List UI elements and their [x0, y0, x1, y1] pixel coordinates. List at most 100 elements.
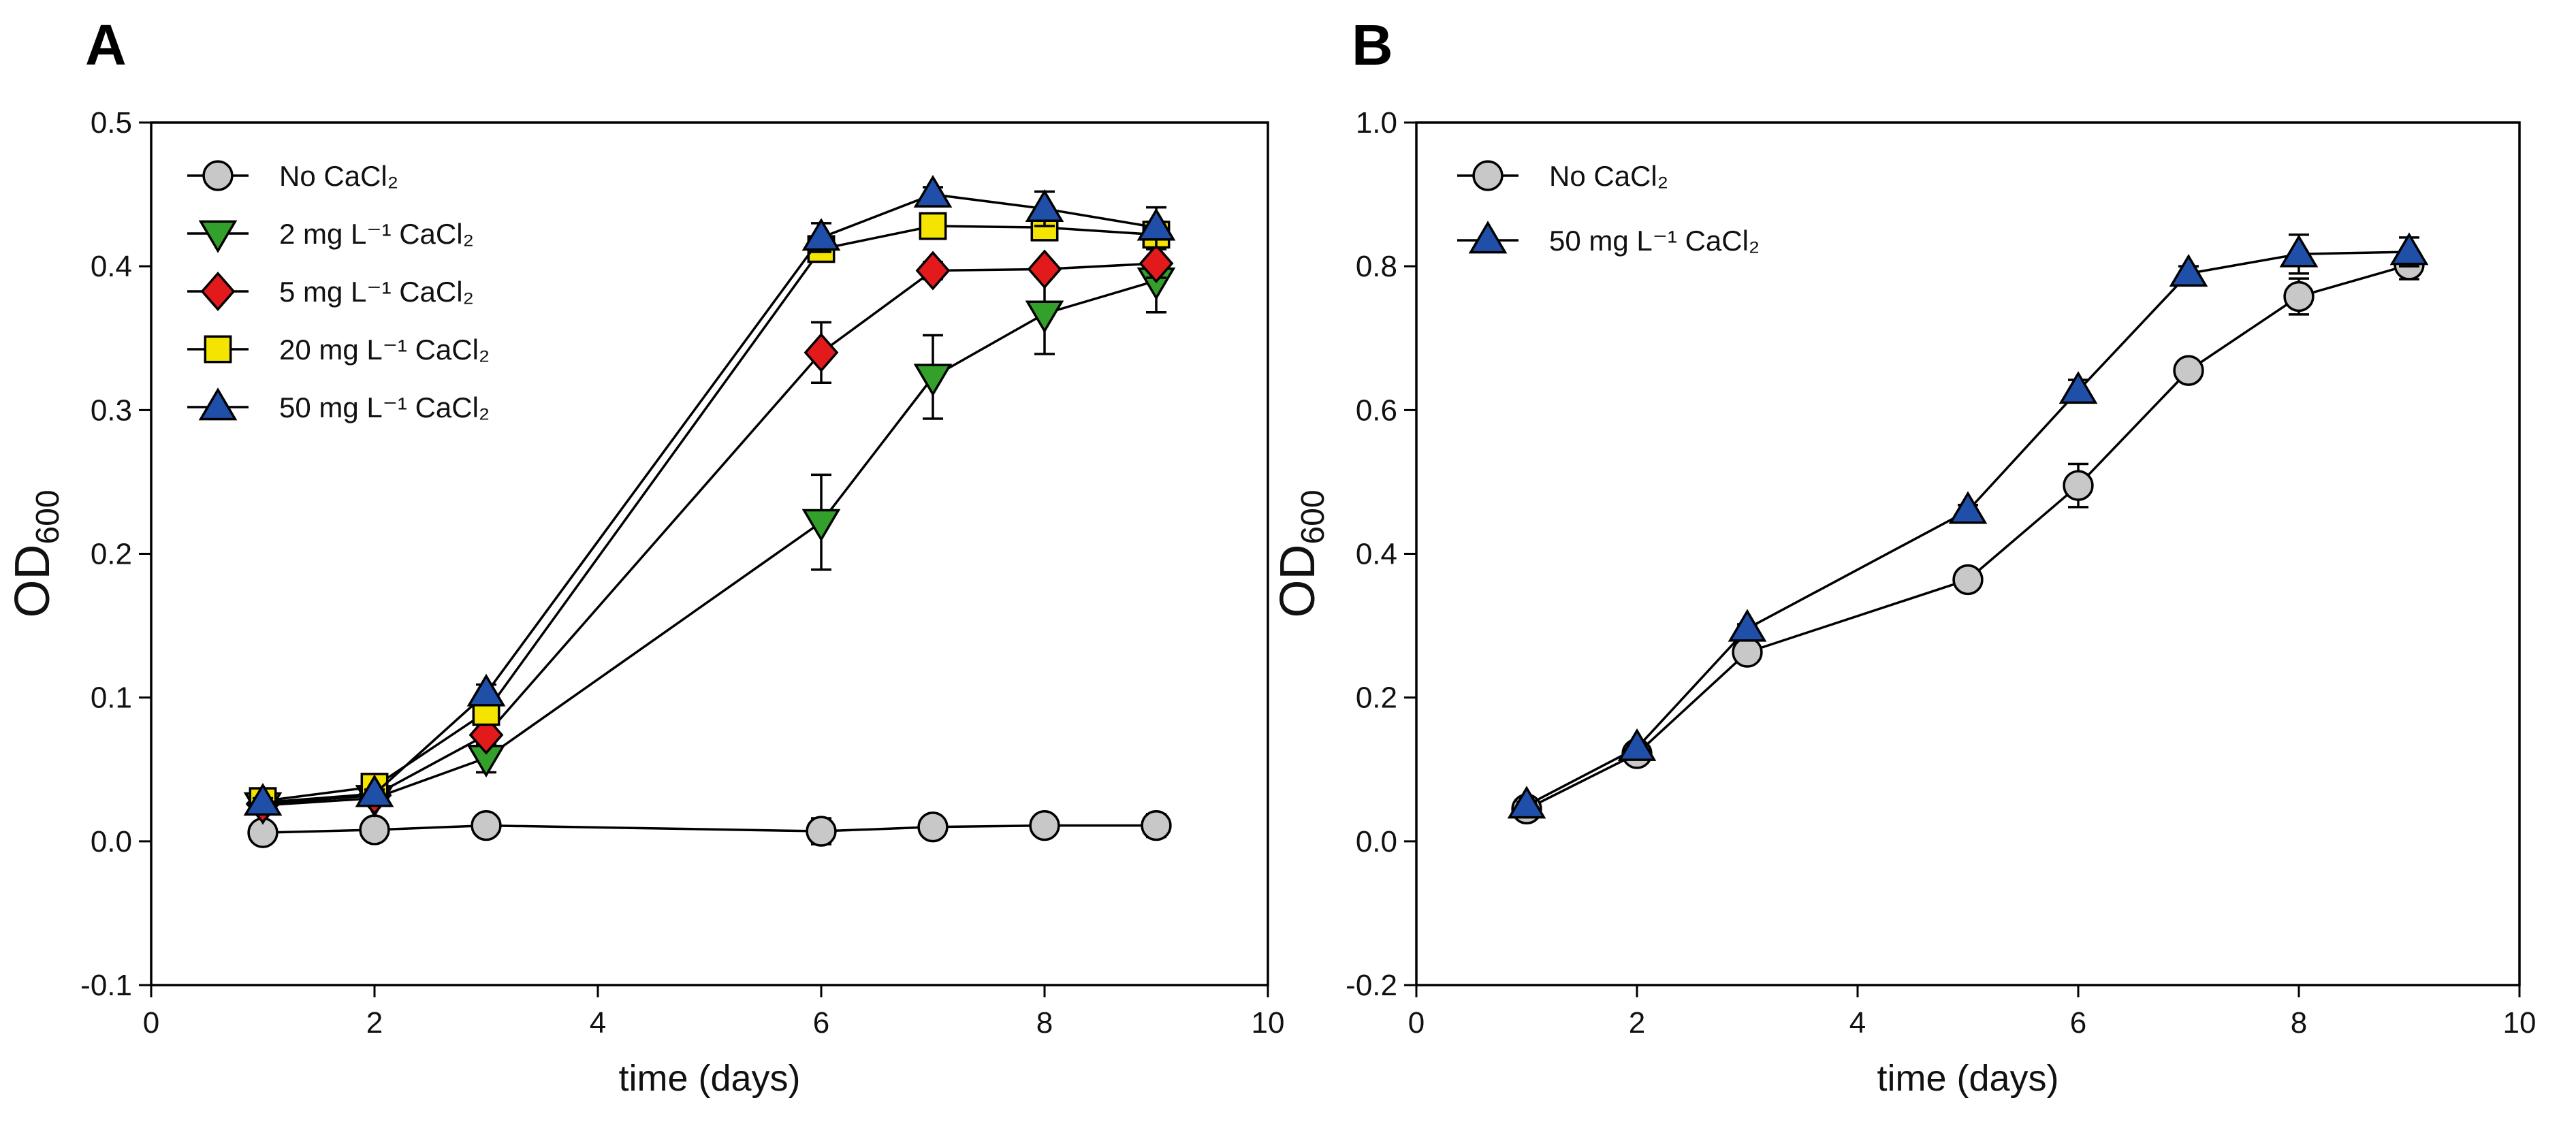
- panel-a-legend-item: 50 mg L⁻¹ CaCl₂: [187, 387, 490, 423]
- panel-a-data-point: [913, 174, 953, 208]
- panel-a-legend-label: No CaCl₂: [279, 160, 398, 192]
- panel-b-data-point: [1952, 564, 1984, 596]
- panel-a-series-4: [243, 174, 1176, 816]
- panel-b-data-point: [2283, 280, 2315, 312]
- panel-a-data-point: [1141, 809, 1172, 841]
- panel-b-series-0: [1511, 249, 2425, 824]
- panel-a-ylabel: OD600: [5, 489, 66, 617]
- panel-a-legend-marker: [202, 160, 234, 191]
- panel-a-data-point: [471, 809, 502, 841]
- panel-a-data-point: [243, 783, 283, 816]
- panel-a-data-point: [1029, 809, 1060, 841]
- panel-b-letter: B: [1352, 13, 1393, 77]
- panel-a-ylabel-main: OD: [5, 545, 60, 618]
- panel-b-ytick-label: 0.6: [1356, 393, 1397, 427]
- panel-a-data-point: [915, 251, 951, 291]
- panel-b-ytick-label: 0.0: [1356, 825, 1397, 858]
- panel-b-series-1: [1507, 232, 2429, 819]
- panel-a-data-point: [1136, 208, 1176, 241]
- panel-a-legend-item: 2 mg L⁻¹ CaCl₂: [187, 218, 474, 253]
- panel-a-xtick-label: 8: [1036, 1006, 1053, 1040]
- panel-a-series-line: [262, 824, 1156, 834]
- panel-b-xlabel: time (days): [1877, 1058, 2058, 1099]
- panel-b-data-point: [1948, 491, 1988, 524]
- panel-a-data-point: [468, 715, 504, 755]
- panel-a-legend-label: 20 mg L⁻¹ CaCl₂: [279, 334, 490, 366]
- panel-a-data-point: [1139, 243, 1174, 284]
- panel-b-xtick-label: 0: [1408, 1006, 1425, 1040]
- panel-a: A 0 2 4 6 8 10 -0.1 0.0 0.1 0.2 0.3 0.4 0.5 time (days…: [5, 13, 1284, 1099]
- panel-a-legend-marker: [198, 387, 238, 421]
- panel-b-ytick-label: 0.4: [1356, 538, 1397, 571]
- panel-b-ytick-label: 1.0: [1356, 106, 1397, 140]
- panel-a-data-point: [801, 509, 841, 542]
- panel-a-ylabel-sub: 600: [30, 489, 66, 544]
- panel-b-series-line: [1526, 251, 2410, 807]
- panel-a-ytick-label: 0.3: [91, 393, 132, 427]
- panel-a-data-point: [917, 811, 949, 843]
- panel-b-legend-label: No CaCl₂: [1549, 160, 1668, 192]
- panel-a-legend-marker: [204, 335, 232, 364]
- panel-b: B 0 2 4 6 8 10 -0.2 0.0 0.2 0.4 0.6 0.8 1.0 time (days…: [1271, 13, 2536, 1099]
- panel-a-legend-label: 50 mg L⁻¹ CaCl₂: [279, 391, 490, 423]
- panel-b-data-point: [1617, 728, 1657, 761]
- panel-b-xtick-label: 8: [2291, 1006, 2307, 1040]
- panel-a-legend-marker: [200, 271, 236, 312]
- panel-b-data-point: [2173, 355, 2204, 386]
- panel-a-legend-label: 2 mg L⁻¹ CaCl₂: [279, 218, 474, 250]
- panel-b-data-point: [2279, 234, 2319, 268]
- panel-b-xtick-label: 4: [1849, 1006, 1866, 1040]
- panel-a-xtick-label: 6: [813, 1006, 829, 1040]
- panel-b-xtick-label: 2: [1629, 1006, 1645, 1040]
- panel-a-ytick-label: 0.0: [91, 825, 132, 858]
- panel-a-data-point: [804, 332, 839, 372]
- panel-a-legend-marker: [198, 220, 238, 253]
- panel-a-ytick-label: -0.1: [80, 969, 132, 1002]
- panel-a-data-point: [806, 816, 837, 847]
- panel-b-data-point: [1728, 609, 1767, 642]
- panel-b-ytick-label: -0.2: [1346, 969, 1397, 1002]
- panel-b-legend: No CaCl₂ 50 mg L⁻¹ CaCl₂: [1457, 160, 1760, 257]
- panel-a-ytick-label: 0.4: [91, 250, 132, 283]
- panel-a-series-line: [262, 225, 1157, 803]
- panel-a-data-point: [359, 814, 390, 846]
- panel-b-data-point: [2058, 371, 2098, 404]
- panel-a-xtick-label: 4: [590, 1006, 606, 1040]
- panel-b-ylabel-main: OD: [1271, 545, 1325, 618]
- panel-a-ytick-label: 0.1: [91, 681, 132, 715]
- panel-a-xtick-label: 0: [143, 1006, 159, 1040]
- panel-a-legend-label: 5 mg L⁻¹ CaCl₂: [279, 276, 474, 308]
- panel-b-data-point: [1507, 786, 1546, 819]
- panel-b-legend-item: 50 mg L⁻¹ CaCl₂: [1457, 221, 1760, 257]
- panel-a-legend-item: No CaCl₂: [187, 160, 398, 192]
- panel-b-ylabel-sub: 600: [1295, 489, 1331, 544]
- panel-a-ytick-label: 0.2: [91, 538, 132, 571]
- panel-b-ylabel: OD600: [1271, 489, 1331, 617]
- panel-b-legend-marker: [1468, 221, 1508, 254]
- panel-a-data-point: [355, 774, 394, 807]
- panel-b-legend-label: 50 mg L⁻¹ CaCl₂: [1549, 225, 1760, 257]
- panel-b-data-point: [2169, 253, 2208, 287]
- panel-a-letter: A: [85, 13, 127, 77]
- panel-a-xlabel: time (days): [618, 1058, 800, 1099]
- panel-a-data-point: [1025, 189, 1064, 223]
- panel-b-data-point: [2063, 470, 2094, 501]
- panel-a-data-point: [466, 673, 506, 707]
- panel-a-data-point: [801, 218, 841, 251]
- panel-a-legend-item: 20 mg L⁻¹ CaCl₂: [187, 334, 490, 366]
- panel-b-data-point: [1732, 637, 1763, 668]
- panel-b-xtick-label: 10: [2503, 1006, 2537, 1040]
- panel-a-frame: [150, 121, 1269, 986]
- panel-b-series-line: [1526, 263, 2410, 810]
- panel-a-xtick-label: 10: [1252, 1006, 1285, 1040]
- panel-b-legend-marker: [1472, 160, 1504, 191]
- panel-a-data-point: [1027, 249, 1062, 289]
- panel-b-xtick-label: 6: [2070, 1006, 2086, 1040]
- panel-b-ytick-label: 0.2: [1356, 681, 1397, 715]
- panel-a-series-2: [245, 243, 1174, 824]
- panel-b-ytick-label: 0.8: [1356, 250, 1397, 283]
- panel-b-data-point: [2389, 232, 2429, 266]
- panel-a-data-point: [913, 364, 953, 397]
- panel-a-series-0: [247, 809, 1172, 848]
